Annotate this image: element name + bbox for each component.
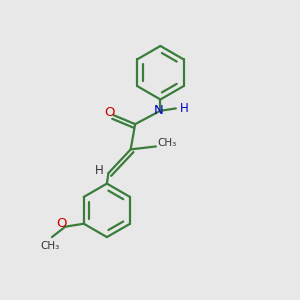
Text: H: H: [180, 102, 189, 115]
Text: CH₃: CH₃: [41, 241, 60, 251]
Text: O: O: [56, 217, 66, 230]
Text: O: O: [104, 106, 115, 119]
Text: H: H: [94, 164, 103, 177]
Text: N: N: [154, 104, 164, 117]
Text: CH₃: CH₃: [158, 138, 177, 148]
